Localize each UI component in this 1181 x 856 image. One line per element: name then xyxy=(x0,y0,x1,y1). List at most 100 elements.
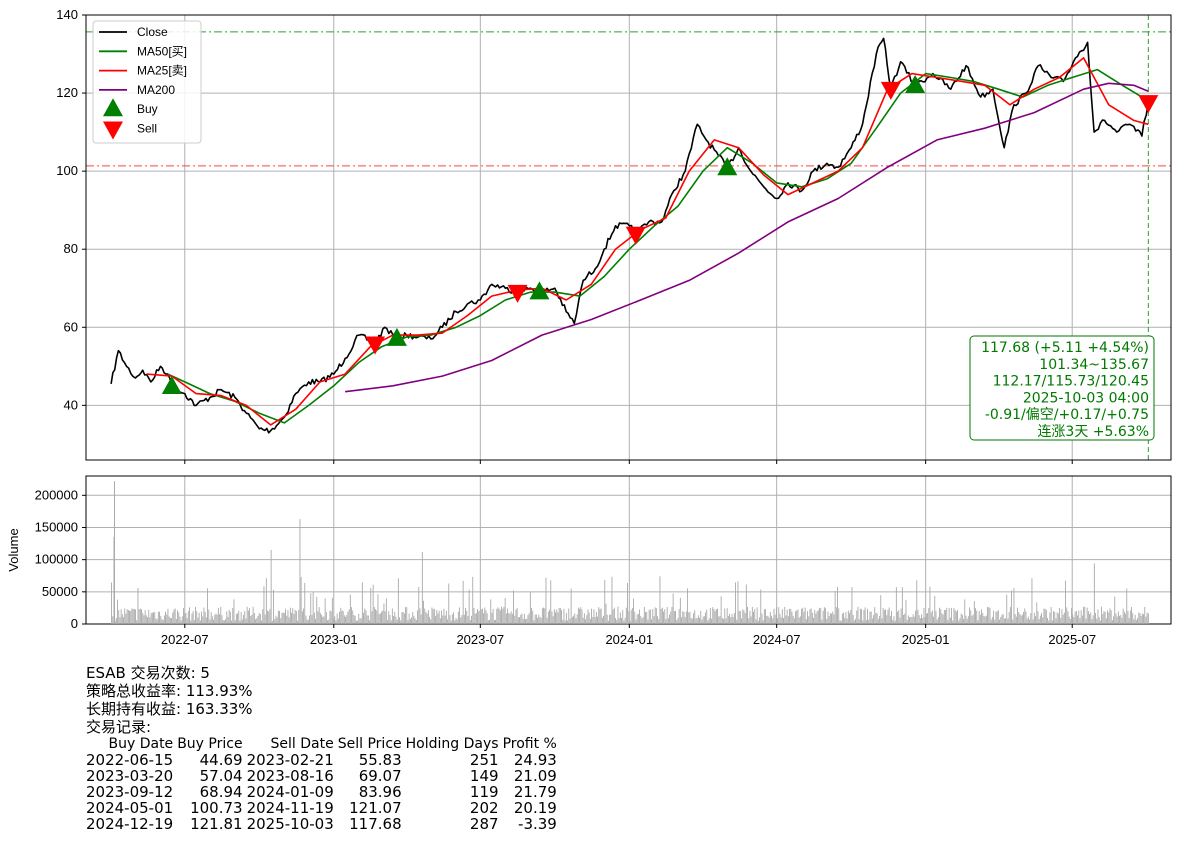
volume-bar-146 xyxy=(286,615,288,624)
volume-bar-842 xyxy=(1121,617,1123,624)
volume-bar-601 xyxy=(832,611,834,624)
volume-bar-492 xyxy=(701,619,703,624)
volume-bar-854 xyxy=(1135,620,1137,624)
volume-bar-830 xyxy=(1107,610,1108,624)
volume-bar-362 xyxy=(545,577,547,624)
x-tick-label-5: 2025-01 xyxy=(902,632,950,647)
volume-bar-375 xyxy=(561,610,562,624)
volume-bar-511 xyxy=(724,608,726,624)
volume-bar-77 xyxy=(203,607,205,624)
volume-bar-205 xyxy=(357,620,358,624)
volume-bar-335 xyxy=(513,590,514,624)
volume-bar-455 xyxy=(657,616,658,624)
volume-bar-704 xyxy=(955,611,957,624)
volume-bar-184 xyxy=(331,597,333,624)
volume-bar-237 xyxy=(395,616,397,624)
volume-bar-694 xyxy=(943,610,945,624)
volume-bar-398 xyxy=(588,612,590,624)
volume-bar-425 xyxy=(621,617,622,624)
volume-bar-42 xyxy=(161,619,163,624)
volume-bar-840 xyxy=(1119,615,1120,624)
volume-bar-753 xyxy=(1014,614,1016,624)
volume-bar-69 xyxy=(193,620,195,624)
volume-bar-108 xyxy=(240,612,242,624)
volume-bar-180 xyxy=(327,620,328,624)
volume-bar-456 xyxy=(658,619,660,624)
volume-bar-131 xyxy=(268,611,270,624)
volume-bar-1 xyxy=(112,616,114,624)
volume-bar-58 xyxy=(180,620,182,624)
volume-bar-277 xyxy=(443,608,445,624)
volume-bar-771 xyxy=(1036,602,1038,624)
volume-bar-377 xyxy=(563,608,565,624)
trade-cell-2-1: 68.94 xyxy=(199,783,243,801)
volume-bar-116 xyxy=(250,615,252,624)
volume-bar-73 xyxy=(198,612,200,624)
volume-bar-418 xyxy=(612,609,614,624)
volume-bar-349 xyxy=(529,592,531,624)
volume-bar-715 xyxy=(969,607,970,624)
volume-bar-114 xyxy=(247,610,249,624)
volume-bar-604 xyxy=(835,607,837,624)
trades-col-1: Buy Price xyxy=(177,736,243,752)
volume-bar-636 xyxy=(874,607,876,624)
volume-bar-223 xyxy=(378,614,380,624)
volume-bar-263 xyxy=(426,613,428,624)
volume-bar-196 xyxy=(346,615,348,624)
volume-bar-627 xyxy=(863,609,865,624)
volume-bar-603 xyxy=(834,591,836,624)
volume-bar-491 xyxy=(700,610,702,624)
info-line-3: 2025-10-03 04:00 xyxy=(1023,390,1149,406)
volume-bar-96 xyxy=(226,611,228,624)
volume-bar-410 xyxy=(603,615,604,624)
volume-bar-60 xyxy=(183,608,184,624)
volume-bar-521 xyxy=(736,619,738,624)
volume-bar-639 xyxy=(877,619,879,624)
volume-bar-602 xyxy=(833,614,835,624)
volume-bar-283 xyxy=(450,620,452,624)
trades-table: Buy Date Buy Price Sell Date Sell Price Hold… xyxy=(86,736,561,832)
volume-bar-359 xyxy=(541,608,543,624)
volume-bar-446 xyxy=(646,611,648,624)
volume-bar-731 xyxy=(988,607,990,624)
volume-bar-625 xyxy=(861,609,862,624)
volume-bar-736 xyxy=(994,619,996,624)
volume-bar-772 xyxy=(1037,611,1039,624)
volume-bar-272 xyxy=(437,613,439,624)
volume-bar-479 xyxy=(685,611,687,624)
volume-bar-64 xyxy=(187,611,189,624)
volume-bar-188 xyxy=(336,613,338,624)
volume-bar-113 xyxy=(246,606,248,624)
volume-bar-156 xyxy=(298,610,300,624)
volume-bar-613 xyxy=(846,618,848,624)
volume-bar-367 xyxy=(551,611,553,624)
volume-bar-461 xyxy=(664,609,666,624)
volume-bar-333 xyxy=(510,611,512,624)
volume-bar-154 xyxy=(295,611,297,624)
volume-bar-266 xyxy=(430,619,432,624)
volume-bar-139 xyxy=(277,610,279,624)
volume-bar-165 xyxy=(309,615,310,624)
volume-bar-716 xyxy=(970,610,972,624)
volume-bar-254 xyxy=(415,620,417,624)
volume-bar-294 xyxy=(463,614,465,624)
volume-bar-647 xyxy=(887,609,889,624)
volume-bar-95 xyxy=(225,619,226,624)
volume-bar-371 xyxy=(556,609,558,624)
volume-bar-308 xyxy=(480,609,482,624)
sell-marker-3 xyxy=(880,81,901,100)
volume-bar-346 xyxy=(526,618,528,624)
volume-bar-570 xyxy=(795,611,796,624)
volume-bar-452 xyxy=(653,616,655,624)
volume-bar-592 xyxy=(821,619,823,624)
volume-bar-582 xyxy=(809,609,811,624)
volume-bar-544 xyxy=(763,609,765,624)
volume-bar-172 xyxy=(317,611,319,624)
buy-marker-2 xyxy=(529,281,550,300)
volume-bar-666 xyxy=(910,617,912,624)
volume-bar-598 xyxy=(828,615,830,624)
volume-bar-644 xyxy=(883,610,885,624)
volume-bar-597 xyxy=(827,611,829,624)
volume-bar-121 xyxy=(256,618,258,624)
volume-bar-439 xyxy=(637,614,639,624)
